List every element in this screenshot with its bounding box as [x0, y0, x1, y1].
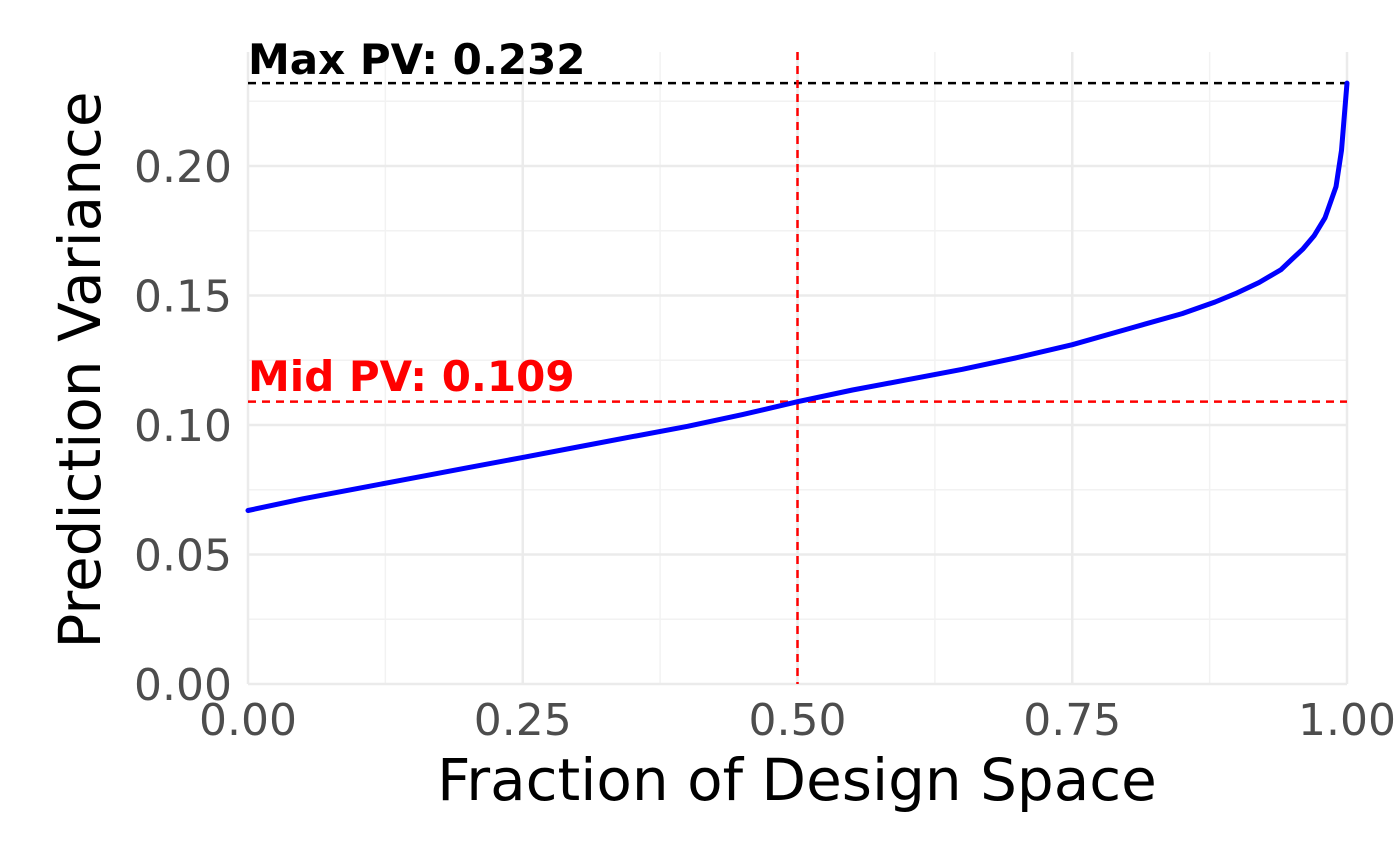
y-tick-label: 0.15: [134, 271, 232, 322]
y-tick-label: 0.05: [134, 530, 232, 581]
y-tick-label: 0.20: [134, 142, 232, 193]
series-layer: [245, 80, 1350, 513]
x-axis-title: Fraction of Design Space: [437, 746, 1157, 814]
y-tick-label: 0.00: [134, 660, 232, 711]
x-tick-label: 0.25: [474, 695, 572, 746]
max-pv-annotation: Max PV: 0.232: [248, 35, 586, 84]
tick-labels: 0.00 0.25 0.50 0.75 1.00 0.00 0.05 0.10 0.15 0.20: [134, 142, 1396, 746]
x-tick-label: 0.00: [199, 695, 297, 746]
mid-pv-annotation: Mid PV: 0.109: [248, 352, 575, 401]
x-tick-label: 1.00: [1298, 695, 1396, 746]
series-line: [245, 80, 1350, 513]
x-tick-label: 0.75: [1023, 695, 1121, 746]
y-tick-label: 0.10: [134, 401, 232, 452]
y-axis-title: Prediction Variance: [46, 91, 114, 648]
x-tick-label: 0.50: [749, 695, 847, 746]
